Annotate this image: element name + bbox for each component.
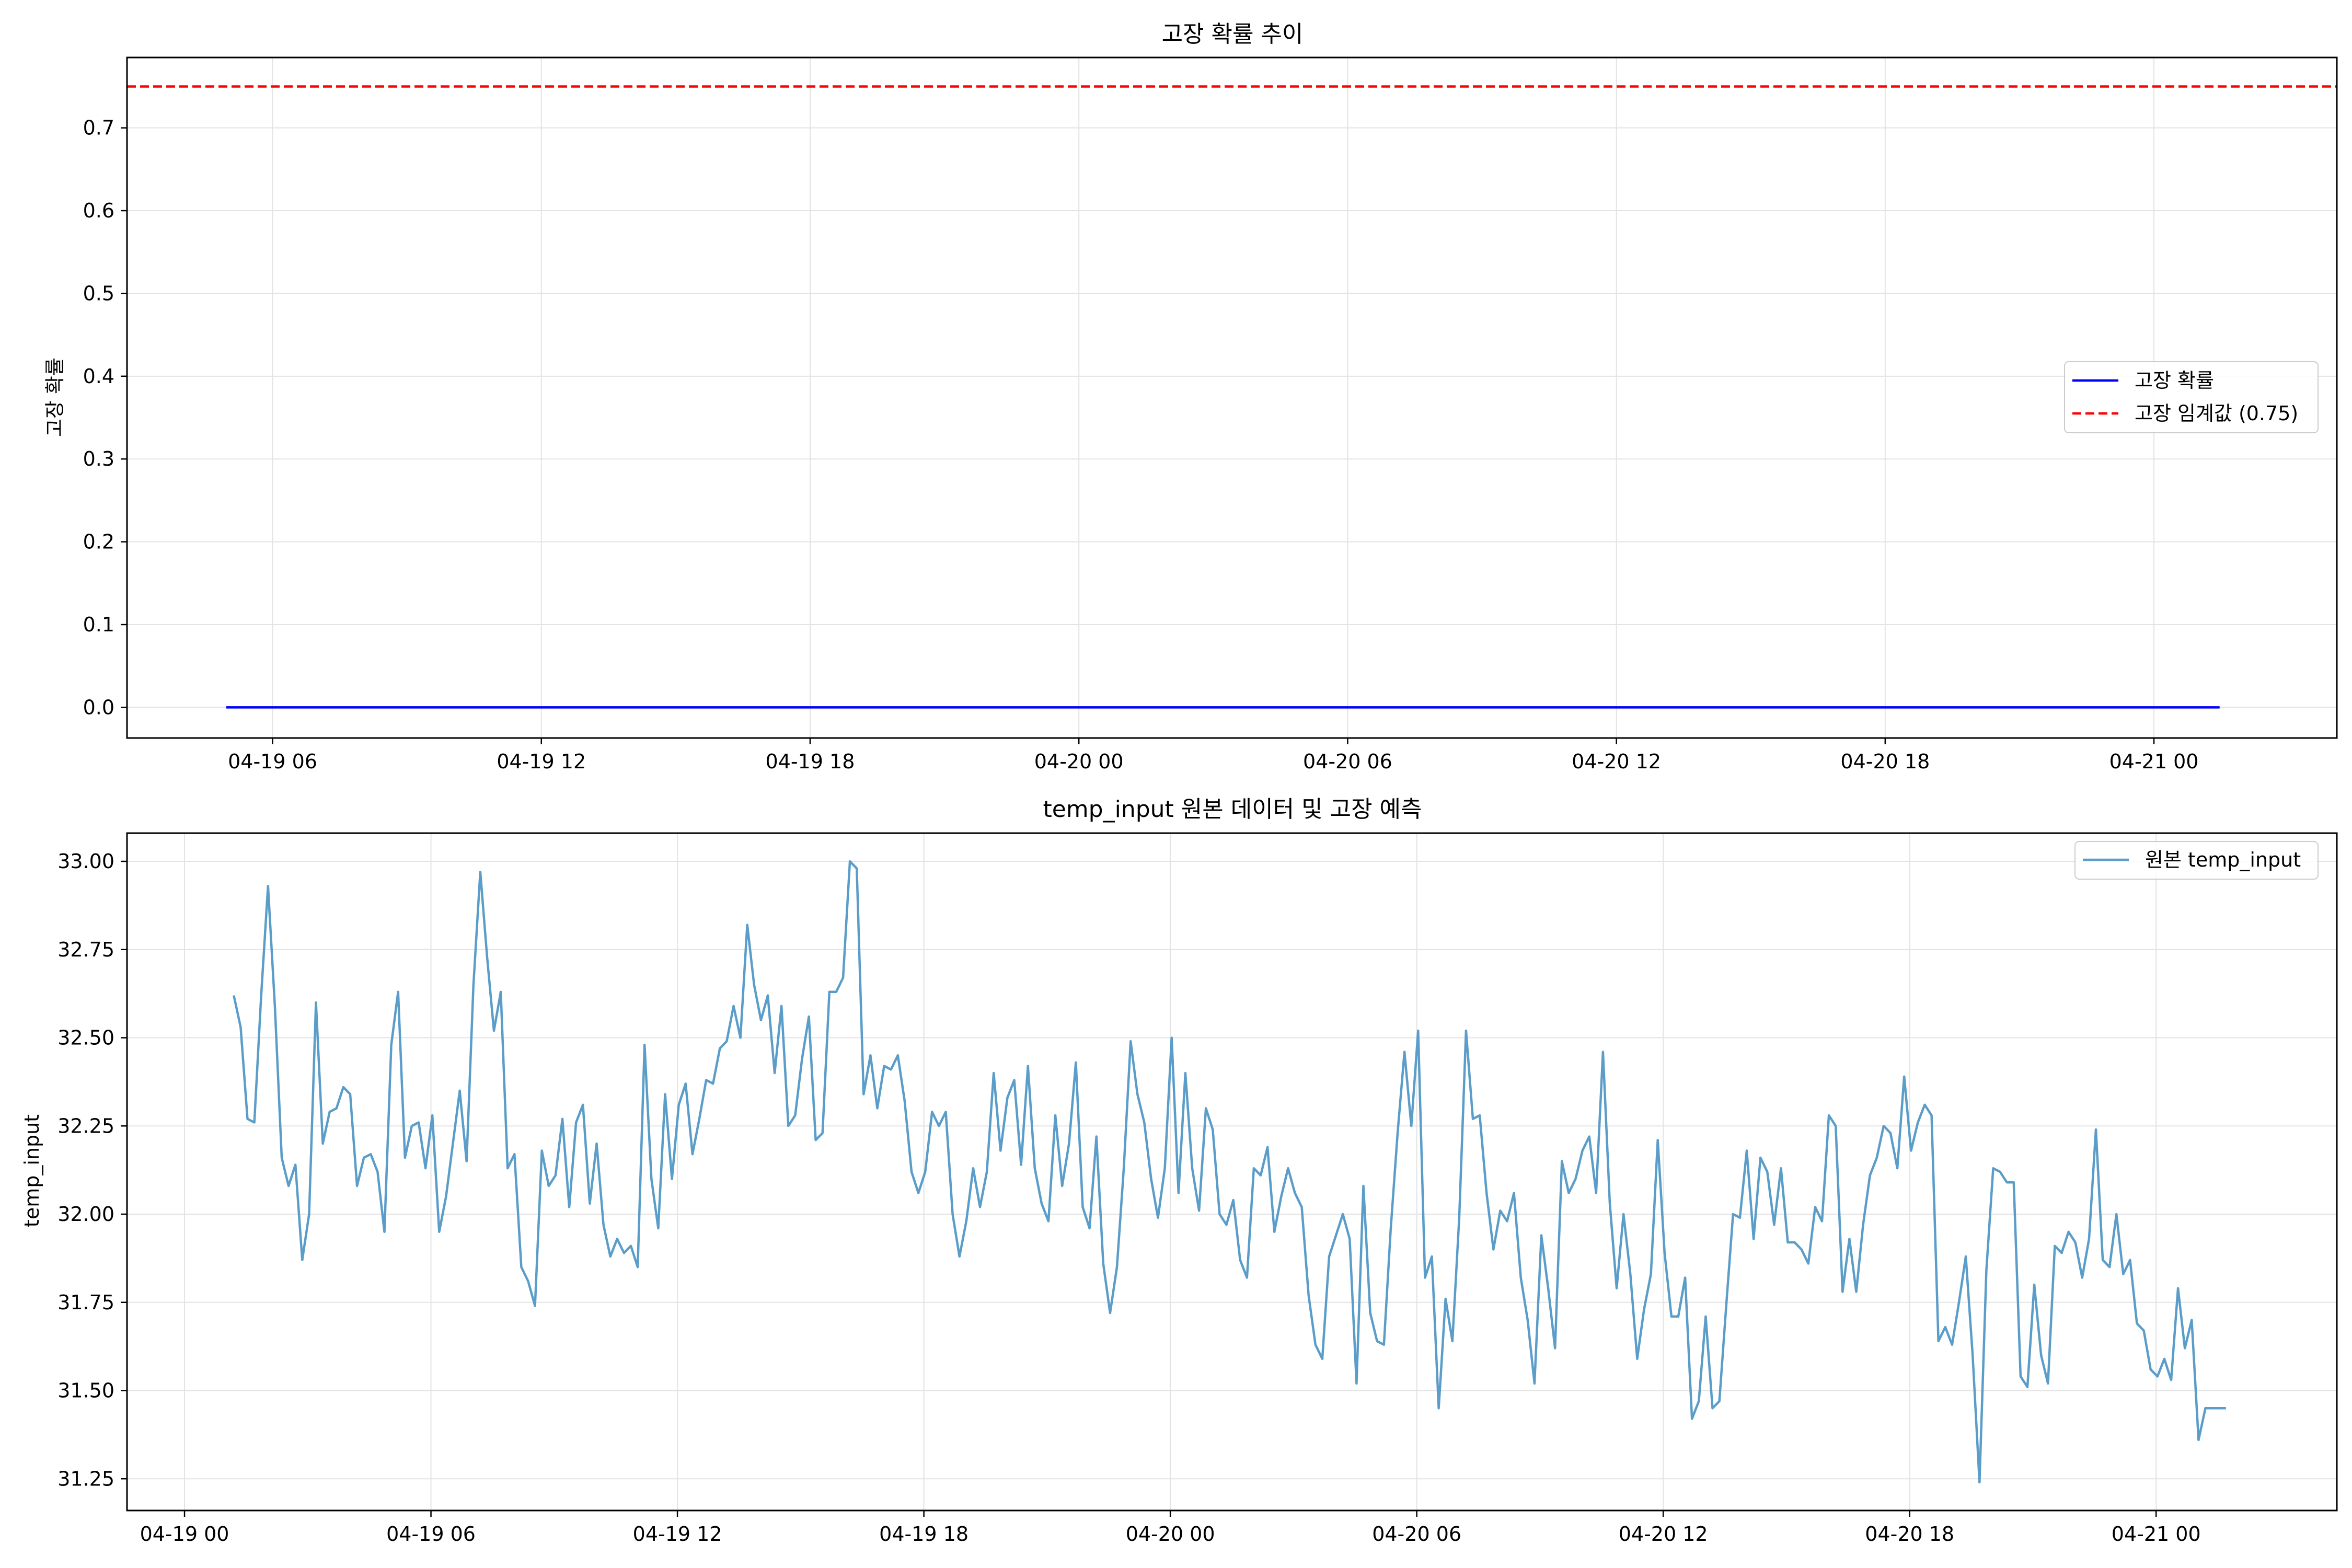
x-tick-label: 04-20 06 [1372, 1523, 1461, 1546]
x-axis: 04-19 00 04-19 06 04-19 12 04-19 18 04-20 00… [140, 1511, 2201, 1546]
plot-frame [126, 56, 2338, 739]
legend-label-threshold: 고장 임계값 (0.75) [2135, 402, 2298, 425]
legend-label-failure-probability: 고장 확률 [2135, 369, 2214, 392]
y-tick-label: 0.4 [83, 365, 114, 388]
legend: 원본 temp_input [2074, 841, 2319, 880]
legend-label-temp-input: 원본 temp_input [2145, 848, 2301, 871]
series-line-0 [233, 860, 2226, 1484]
y-axis: 0.0 0.1 0.2 0.3 0.4 0.5 0.6 0.7 [83, 117, 127, 719]
x-tick-label: 04-20 12 [1619, 1523, 1708, 1546]
temp-input-chart: temp_input 원본 데이터 및 고장 예측 temp_input 04-… [20, 796, 2338, 1546]
legend-box [2074, 841, 2319, 880]
x-tick-label: 04-20 18 [1840, 750, 1930, 773]
x-tick-label: 04-19 12 [633, 1523, 722, 1546]
series-layer [127, 85, 2337, 709]
x-axis: 04-19 06 04-19 12 04-19 18 04-20 00 04-20 06… [228, 738, 2198, 773]
y-tick-label: 33.00 [57, 850, 114, 873]
y-tick-label: 31.75 [57, 1291, 114, 1314]
plot-frame [126, 832, 2338, 1512]
y-tick-label: 31.50 [57, 1379, 114, 1402]
chart-title: temp_input 원본 데이터 및 고장 예측 [1043, 796, 1422, 823]
x-tick-label: 04-21 00 [2109, 750, 2199, 773]
x-tick-label: 04-20 18 [1865, 1523, 1954, 1546]
y-tick-label: 32.00 [57, 1203, 114, 1226]
x-tick-label: 04-19 18 [766, 750, 855, 773]
x-tick-label: 04-19 06 [386, 1523, 476, 1546]
y-axis-label: temp_input [20, 1114, 43, 1227]
x-tick-label: 04-20 00 [1126, 1523, 1215, 1546]
y-tick-label: 32.50 [57, 1027, 114, 1050]
x-tick-label: 04-20 06 [1303, 750, 1392, 773]
chart-title: 고장 확률 추이 [1162, 21, 1304, 48]
x-tick-label: 04-19 12 [497, 750, 586, 773]
y-tick-label: 32.25 [57, 1114, 114, 1137]
y-tick-label: 0.0 [83, 696, 114, 719]
y-tick-label: 0.6 [83, 199, 114, 222]
x-tick-label: 04-19 00 [140, 1523, 229, 1546]
y-tick-label: 0.1 [83, 613, 114, 636]
y-tick-label: 0.3 [83, 447, 114, 470]
y-tick-label: 0.7 [83, 117, 114, 140]
x-tick-label: 04-20 12 [1572, 750, 1661, 773]
x-tick-label: 04-21 00 [2112, 1523, 2201, 1546]
y-tick-label: 0.5 [83, 282, 114, 305]
x-tick-label: 04-20 00 [1034, 750, 1124, 773]
series-layer [233, 860, 2226, 1484]
y-tick-label: 32.75 [57, 938, 114, 961]
x-tick-label: 04-19 18 [879, 1523, 969, 1546]
y-tick-label: 0.2 [83, 531, 114, 554]
failure-probability-chart: 고장 확률 추이 고장 확률 04-19 06 04-19 12 04-19 18 0… [43, 21, 2338, 773]
legend: 고장 확률 고장 임계값 (0.75) [2064, 361, 2319, 433]
x-tick-label: 04-19 06 [228, 750, 317, 773]
y-axis: 31.25 31.50 31.75 32.00 32.25 32.50 32.75 33.00 [57, 850, 127, 1490]
legend-box [2064, 361, 2319, 433]
y-axis-label: 고장 확률 [43, 358, 66, 437]
y-tick-label: 31.25 [57, 1467, 114, 1490]
